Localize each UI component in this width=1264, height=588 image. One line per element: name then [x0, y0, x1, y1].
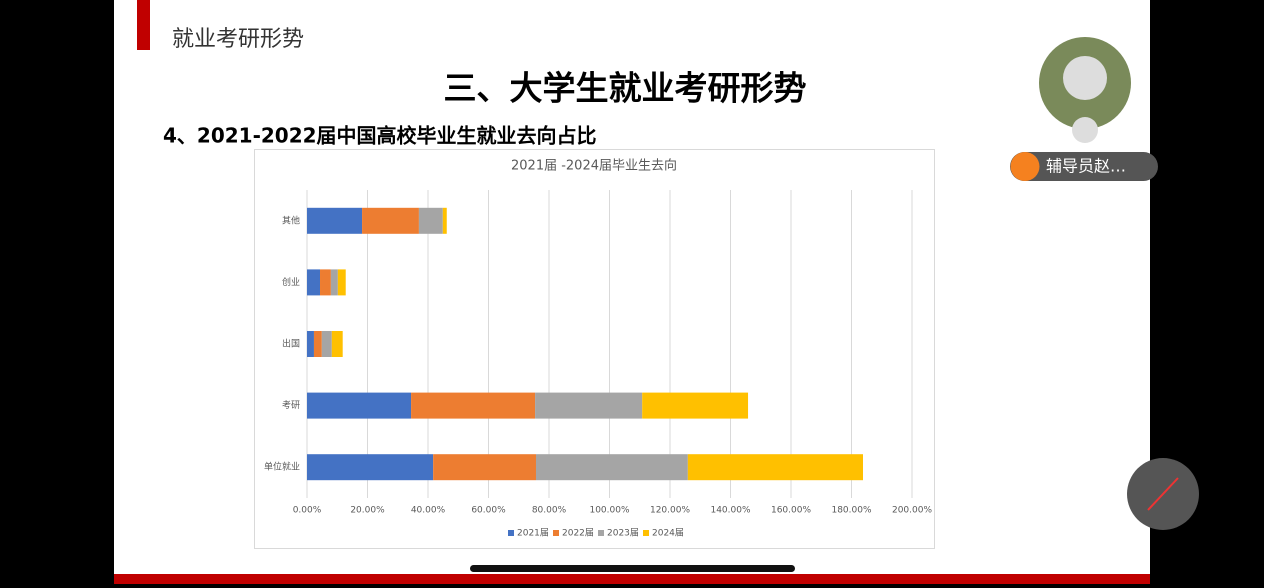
bar-segment [320, 269, 331, 296]
bar-segment [418, 207, 443, 234]
slide-title: 三、大学生就业考研形势 [444, 69, 807, 108]
scroll-bar [470, 565, 795, 572]
name-icon [1010, 152, 1040, 181]
x-tick-label: 200.00% [892, 506, 932, 516]
chart-title: 2021届 -2024届毕业生去向 [511, 158, 677, 174]
x-tick-label: 80.00% [532, 506, 567, 516]
bar-segment [307, 392, 412, 419]
slide-header: 就业考研形势 [172, 27, 304, 52]
y-tick-label: 考研 [282, 400, 300, 411]
x-tick-label: 180.00% [831, 506, 871, 516]
bar-segment [687, 454, 863, 481]
x-tick-label: 140.00% [710, 506, 750, 516]
bar-segment [313, 331, 322, 357]
bar-segment [362, 207, 419, 234]
bar-segment [535, 454, 688, 481]
bar-segment [331, 331, 343, 357]
x-tick-label: 60.00% [471, 506, 506, 516]
legend-label: 2024届 [652, 528, 684, 539]
bar-segment [337, 269, 346, 296]
bar-segment [307, 207, 363, 234]
x-tick-label: 20.00% [350, 506, 385, 516]
avatar-face [1063, 56, 1107, 100]
name-pill [1010, 152, 1158, 181]
header-marker [137, 0, 150, 50]
legend-swatch [553, 530, 559, 536]
y-tick-label: 单位就业 [264, 461, 300, 473]
bar-segment [307, 331, 314, 357]
x-tick-label: 160.00% [771, 506, 811, 516]
x-tick-label: 100.00% [589, 506, 629, 516]
legend-swatch [643, 530, 649, 536]
avatar-mic-badge [1072, 117, 1098, 143]
bar-segment [433, 454, 536, 481]
legend-swatch [598, 530, 604, 536]
bar-segment [321, 331, 332, 357]
slide-footer-bar [114, 574, 1150, 584]
bar-segment [642, 392, 749, 419]
x-tick-label: 0.00% [293, 506, 322, 516]
bar-segment [307, 269, 321, 296]
bar-segment [535, 392, 643, 419]
y-tick-label: 创业 [282, 276, 300, 288]
legend-label: 2021届 [517, 528, 549, 539]
bar-segment [307, 454, 434, 481]
bar-segment [442, 207, 447, 234]
participant-name: 辅导员赵… [1046, 157, 1126, 176]
legend-label: 2023届 [607, 528, 639, 539]
legend-label: 2022届 [562, 528, 594, 539]
y-tick-label: 出国 [282, 338, 300, 350]
x-tick-label: 40.00% [411, 506, 446, 516]
bar-segment [330, 269, 338, 296]
mic-mute-slash [1147, 477, 1179, 511]
legend-swatch [508, 530, 514, 536]
y-tick-label: 其他 [282, 214, 300, 226]
plot: 0.00% 20.00% 40.00% 60.00% 80.00% 100.00% 120.… [264, 190, 932, 539]
slide-subtitle: 4、2021-2022届中国高校毕业生就业去向占比 [163, 124, 597, 148]
bar-segment [411, 392, 536, 419]
x-tick-label: 120.00% [650, 506, 690, 516]
